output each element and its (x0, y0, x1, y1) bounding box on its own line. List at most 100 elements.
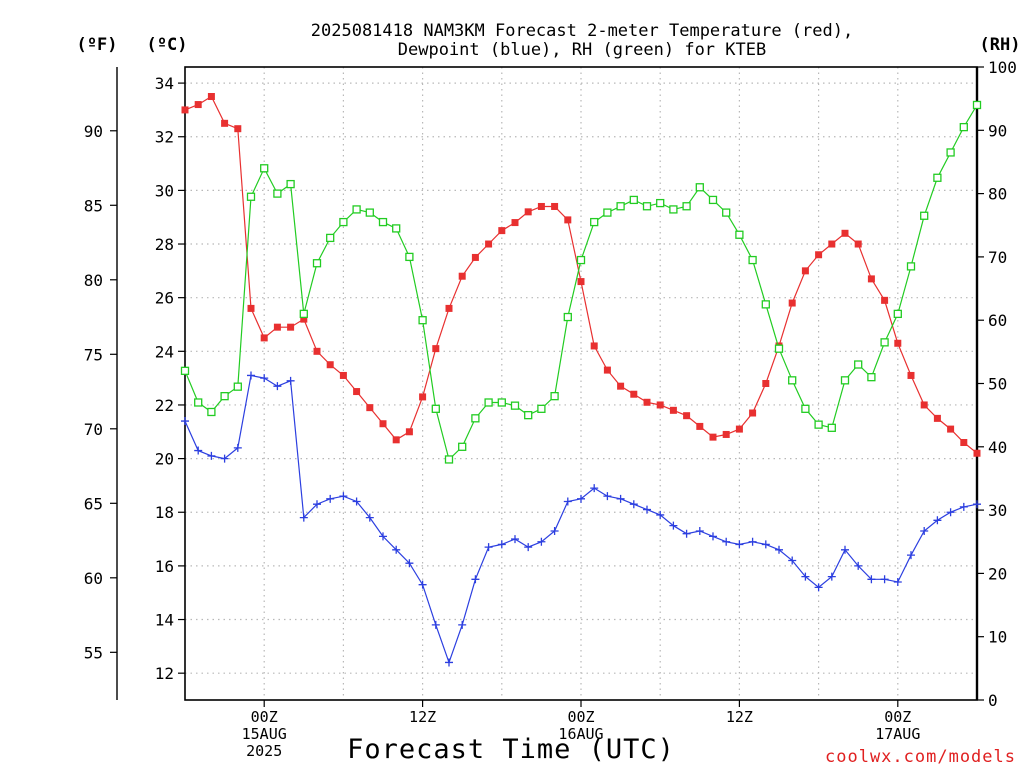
fahrenheit-axis-label: (ºF) (77, 35, 118, 55)
dewpoint-point (920, 527, 929, 536)
relative_humidity-point (299, 309, 308, 319)
temperature-point (815, 251, 823, 259)
relative_humidity-point (326, 233, 335, 243)
temperature-point (920, 401, 928, 409)
relative_humidity-point (352, 205, 361, 214)
relative_humidity-point (563, 312, 572, 322)
dewpoint-point (933, 516, 942, 525)
temperature-point (749, 409, 757, 417)
dewpoint-point (590, 484, 599, 493)
temperature-point (933, 414, 941, 422)
relative_humidity-point (431, 404, 440, 413)
relative_humidity-point (616, 202, 625, 211)
dewpoint-point (326, 494, 335, 503)
relative_humidity-point (748, 255, 757, 265)
dewpoint-point (379, 532, 387, 541)
relative_humidity-point (867, 373, 876, 382)
temperature-point (643, 398, 651, 406)
rh-tick-label: 90 (988, 121, 1007, 140)
relative_humidity-point (590, 217, 599, 227)
celsius-tick-label: 24 (155, 342, 174, 361)
dewpoint-point (880, 575, 889, 584)
dewpoint-point (181, 417, 189, 426)
dewpoint-point (761, 540, 770, 549)
dewpoint-point (973, 500, 981, 509)
dewpoint-point (511, 535, 519, 544)
dewpoint-point (907, 551, 915, 560)
dewpoint-point (365, 513, 374, 522)
dewpoint-point (247, 371, 255, 380)
temperature-point (590, 342, 598, 350)
dewpoint-point (339, 492, 348, 501)
dewpoint-point (788, 556, 797, 565)
x-tick-label: 16AUG (558, 725, 603, 743)
temperature-point (551, 202, 559, 210)
temperature-point (828, 240, 836, 248)
temperature-point (696, 422, 704, 430)
relative_humidity-point (801, 404, 810, 413)
relative_humidity-point (180, 366, 190, 375)
temperature-point (221, 119, 229, 127)
dewpoint-point (194, 446, 203, 455)
relative_humidity-point (365, 208, 374, 217)
dewpoint-point (563, 497, 572, 506)
dewpoint-point (524, 543, 533, 552)
rh-tick-label: 50 (988, 375, 1007, 394)
relative_humidity-point (682, 202, 691, 211)
dewpoint-point (682, 529, 691, 538)
dewpoint-point (418, 580, 427, 589)
relative_humidity-point (695, 183, 704, 192)
dewpoint-point (748, 537, 757, 546)
relative_humidity-point (708, 195, 718, 205)
relative_humidity-point (761, 300, 770, 309)
celsius-tick-label: 26 (155, 289, 174, 308)
relative_humidity-point (220, 392, 229, 401)
celsius-tick-label: 18 (155, 503, 174, 522)
relative_humidity-point (207, 407, 216, 417)
temperature-point (471, 253, 479, 261)
x-tick-label: 00Z (251, 708, 278, 726)
fahrenheit-tick-label: 60 (84, 569, 103, 588)
relative_humidity-point (405, 252, 414, 262)
dewpoint-point (299, 513, 308, 522)
relative_humidity-point (814, 420, 823, 429)
fahrenheit-tick-label: 65 (84, 494, 103, 513)
relative_humidity-point (722, 208, 731, 217)
dewpoint-point (352, 497, 361, 506)
temperature-point (313, 347, 321, 355)
relative_humidity-point (392, 224, 401, 233)
celsius-tick-label: 34 (155, 74, 174, 93)
x-tick-label: 2025 (246, 742, 282, 760)
temperature-point (801, 267, 809, 275)
temperature-point (683, 412, 691, 420)
relative_humidity-point (735, 230, 744, 239)
celsius-tick-label: 12 (155, 664, 174, 683)
dewpoint-point (392, 545, 401, 554)
relative_humidity-point (576, 255, 586, 265)
rh-axis-label: (RH) (980, 35, 1021, 55)
temperature-point (247, 304, 255, 312)
relative_humidity-point (260, 164, 269, 173)
relative_humidity-point (286, 179, 295, 189)
dewpoint-point (537, 537, 546, 546)
relative_humidity-point (194, 398, 203, 407)
rh-tick-label: 60 (988, 311, 1007, 330)
temperature-point (432, 345, 440, 353)
temperature-point (788, 299, 796, 307)
celsius-tick-label: 14 (155, 611, 174, 630)
dewpoint-point (801, 572, 810, 581)
relative_humidity-point (550, 392, 559, 401)
x-axis-title: Forecast Time (UTC) (347, 734, 675, 765)
temperature-point (947, 425, 955, 433)
relative_humidity-point (642, 202, 652, 211)
temperature-point (564, 216, 572, 224)
relative_humidity-point (339, 217, 348, 227)
dewpoint-point (260, 374, 269, 383)
dewpoint-point (458, 620, 467, 629)
celsius-tick-label: 30 (155, 181, 174, 200)
relative_humidity-point (893, 309, 902, 319)
temperature-point (498, 227, 506, 235)
temperature-point (392, 436, 400, 444)
dewpoint-point (550, 527, 559, 536)
temperature-point (617, 382, 625, 390)
